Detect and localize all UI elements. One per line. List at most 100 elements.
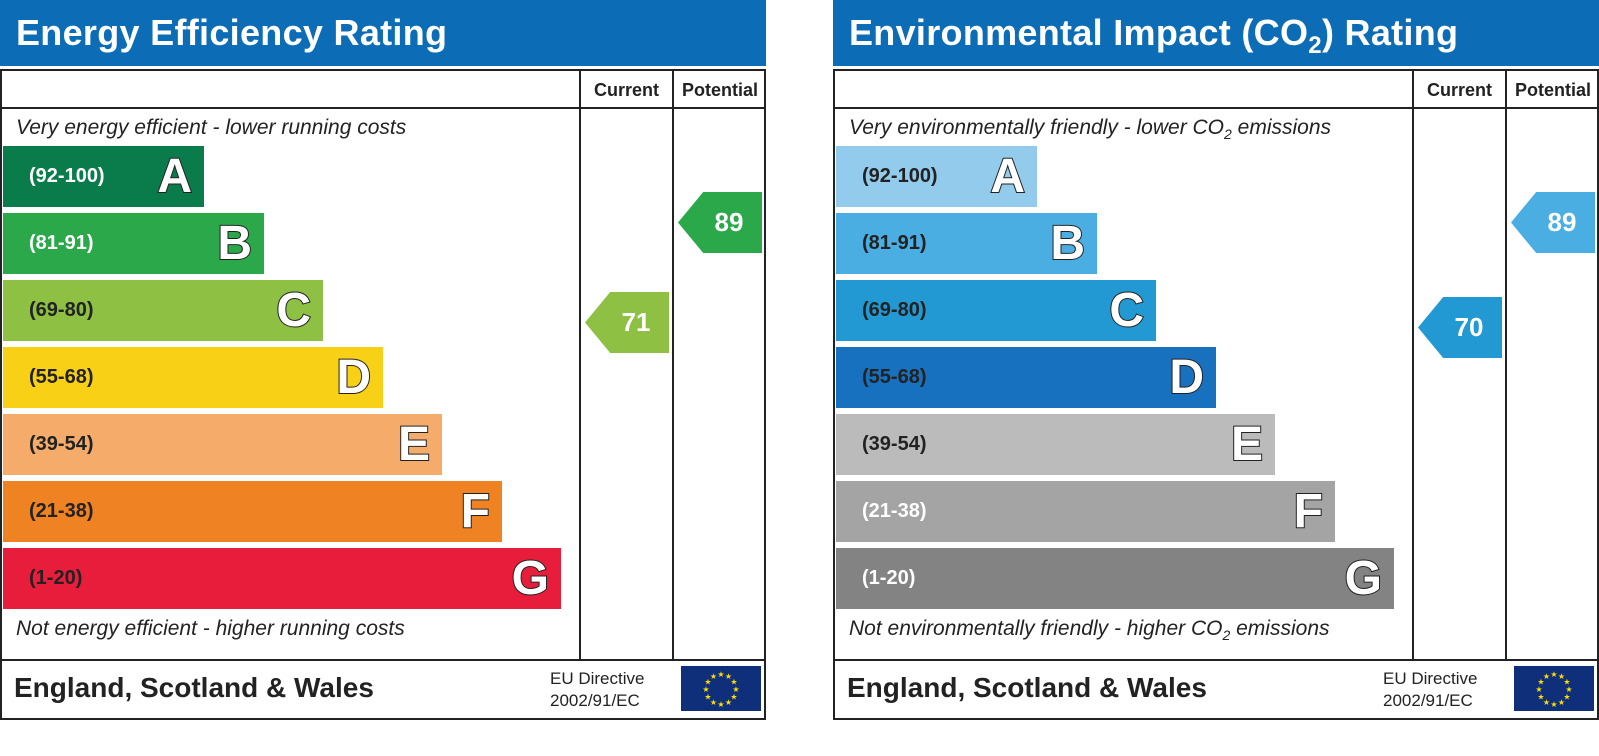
band-letter: F: [1293, 484, 1324, 539]
band-range-label: (81-91): [862, 232, 927, 254]
bottom-caption: Not environmentally friendly - higher CO…: [849, 617, 1330, 644]
eu-star: ★: [710, 672, 717, 681]
rating-band-g: (1-20) G: [836, 548, 1394, 609]
eu-star: ★: [1563, 678, 1570, 687]
band-letter: A: [156, 149, 193, 204]
eu-directive-line-1: EU Directive: [550, 669, 645, 688]
eu-flag-icon: ★ ★ ★ ★ ★ ★ ★ ★ ★ ★ ★ ★: [1514, 666, 1594, 711]
potential-column-divider: [672, 71, 674, 659]
eu-directive-label: EU Directive 2002/91/EC: [1383, 668, 1477, 712]
band-range-label: (69-80): [29, 299, 94, 321]
eu-star: ★: [1537, 693, 1544, 702]
band-range-label: (1-20): [29, 567, 83, 589]
current-rating-marker: 71: [585, 292, 669, 353]
rating-band-d: (55-68) D: [836, 347, 1216, 408]
band-letter: B: [216, 216, 253, 271]
eu-star: ★: [1543, 672, 1550, 681]
band-range-label: (1-20): [862, 567, 916, 589]
footer-divider: [835, 659, 1597, 661]
band-letter: G: [1344, 551, 1383, 606]
current-column-header: Current: [593, 80, 659, 100]
rating-band-d: (55-68) D: [3, 347, 383, 408]
band-range-label: (81-91): [29, 232, 94, 254]
rating-band-f: (21-38) F: [836, 481, 1335, 542]
eu-directive-line-2: 2002/91/EC: [1383, 691, 1473, 710]
energy-efficiency-title: Energy Efficiency Rating: [0, 0, 766, 66]
rating-band-f: (21-38) F: [3, 481, 502, 542]
current-rating-marker: 70: [1418, 297, 1502, 358]
footer-divider: [2, 659, 764, 661]
band-range-label: (92-100): [862, 165, 938, 187]
region-label: England, Scotland & Wales: [847, 672, 1207, 703]
eu-star: ★: [730, 678, 737, 687]
eu-star: ★: [717, 700, 724, 709]
band-letter: B: [1049, 216, 1086, 271]
band-range-label: (69-80): [862, 299, 927, 321]
eu-stars: ★ ★★★★★★★★★★★: [702, 670, 739, 709]
band-letter: D: [335, 350, 372, 405]
current-column-header: Current: [1426, 80, 1492, 100]
eu-star: ★: [1543, 698, 1550, 707]
rating-band-c: (69-80) C: [3, 280, 323, 341]
band-letter: C: [275, 283, 312, 338]
band-range-label: (39-54): [29, 433, 94, 455]
potential-column-divider: [1505, 71, 1507, 659]
rating-band-c: (69-80) C: [836, 280, 1156, 341]
potential-column-header: Potential: [681, 80, 758, 100]
potential-column-header: Potential: [1514, 80, 1591, 100]
header-divider: [835, 107, 1597, 109]
eu-star: ★: [710, 698, 717, 707]
potential-rating-marker: 89: [678, 192, 762, 253]
band-range-label: (92-100): [29, 165, 105, 187]
rating-band-a: (92-100) A: [3, 146, 204, 207]
rating-band-e: (39-54) E: [836, 414, 1275, 475]
band-range-label: (55-68): [862, 366, 927, 388]
environmental-impact-frame: Current Potential Very environmentally f…: [833, 69, 1599, 720]
eu-star: ★: [730, 693, 737, 702]
band-range-label: (21-38): [862, 500, 927, 522]
header-divider: [2, 107, 764, 109]
energy-efficiency-panel: Energy Efficiency Rating Current Potenti…: [0, 0, 766, 720]
eu-star: ★: [717, 670, 724, 679]
eu-star: ★: [1563, 693, 1570, 702]
eu-star: ★: [704, 678, 711, 687]
eu-star: ★: [1565, 685, 1572, 694]
top-caption: Very energy efficient - lower running co…: [16, 116, 407, 139]
top-caption: Very environmentally friendly - lower CO…: [849, 116, 1332, 143]
rating-band-e: (39-54) E: [3, 414, 442, 475]
rating-band-g: (1-20) G: [3, 548, 561, 609]
environmental-impact-title: Environmental Impact (CO2) Rating: [833, 0, 1599, 66]
eu-star: ★: [1550, 670, 1557, 679]
environmental-impact-panel: Environmental Impact (CO2) Rating Curren…: [833, 0, 1599, 720]
band-range-label: (55-68): [29, 366, 94, 388]
energy-efficiency-frame: Current Potential Very energy efficient …: [0, 69, 766, 720]
eu-star: ★: [1537, 678, 1544, 687]
band-letter: E: [397, 417, 431, 472]
rating-band-b: (81-91) B: [3, 213, 264, 274]
eu-stars: ★ ★★★★★★★★★★★: [1535, 670, 1572, 709]
current-column-divider: [579, 71, 581, 659]
current-column-divider: [1412, 71, 1414, 659]
eu-star: ★: [1558, 672, 1565, 681]
band-letter: D: [1168, 350, 1205, 405]
band-letter: F: [460, 484, 491, 539]
eu-directive-label: EU Directive 2002/91/EC: [550, 668, 644, 712]
eu-star: ★: [725, 672, 732, 681]
eu-star: ★: [732, 685, 739, 694]
eu-star: ★: [704, 693, 711, 702]
eu-star: ★: [1535, 685, 1542, 694]
band-letter: C: [1108, 283, 1145, 338]
eu-star: ★: [702, 685, 709, 694]
eu-directive-line-1: EU Directive: [1383, 669, 1478, 688]
eu-flag-icon: ★ ★ ★ ★ ★ ★ ★ ★ ★ ★ ★ ★: [681, 666, 761, 711]
rating-band-b: (81-91) B: [836, 213, 1097, 274]
eu-star: ★: [1558, 698, 1565, 707]
eu-star: ★: [1550, 700, 1557, 709]
bottom-caption: Not energy efficient - higher running co…: [16, 617, 405, 640]
eu-directive-line-2: 2002/91/EC: [550, 691, 640, 710]
potential-rating-marker: 89: [1511, 192, 1595, 253]
band-letter: E: [1230, 417, 1264, 472]
band-letter: G: [511, 551, 550, 606]
band-range-label: (21-38): [29, 500, 94, 522]
eu-star: ★: [725, 698, 732, 707]
